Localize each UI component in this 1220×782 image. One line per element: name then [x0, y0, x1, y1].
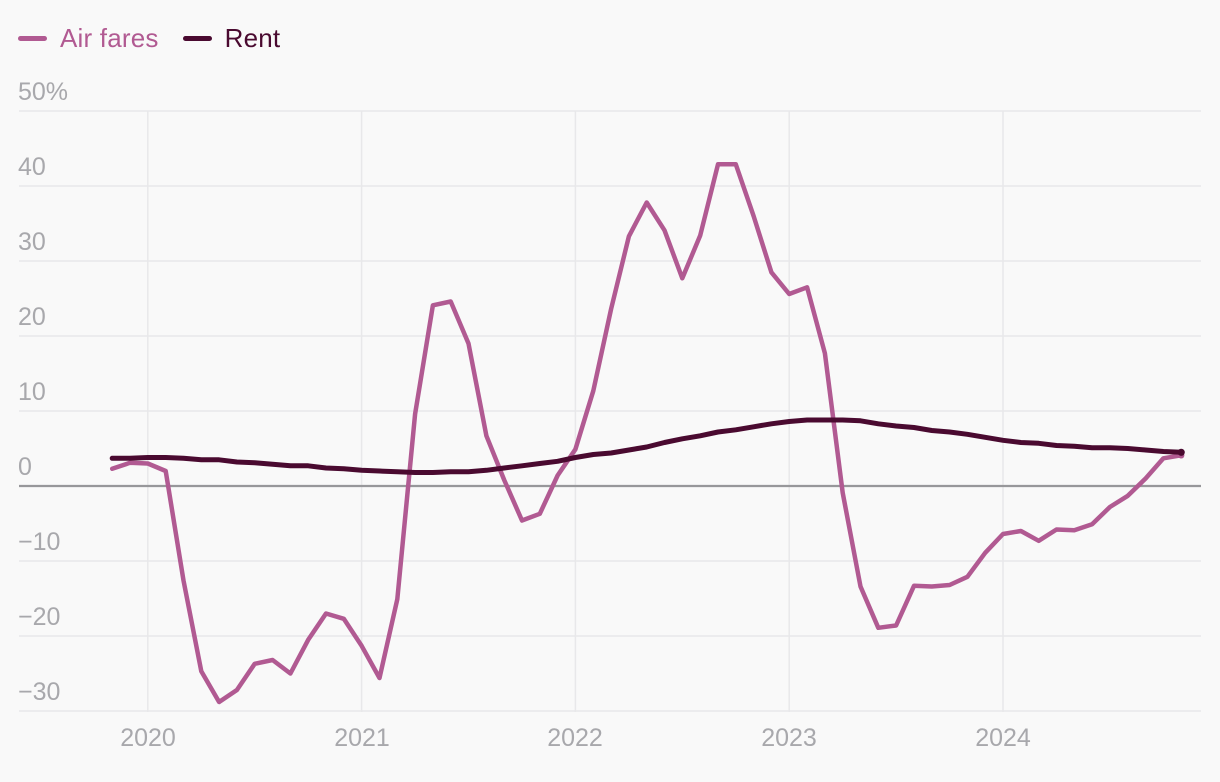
y-axis-label: 20 [18, 303, 46, 331]
y-axis-label: 10 [18, 378, 46, 406]
series-line-air-fares [109, 162, 1184, 705]
x-axis-label: 2024 [975, 724, 1031, 752]
y-axis-label: −20 [18, 603, 61, 631]
y-axis-label: 50% [18, 78, 69, 106]
x-axis-label: 2020 [120, 724, 176, 752]
y-axis-label: −10 [18, 528, 61, 556]
legend-item-air-fares: Air fares [18, 24, 159, 52]
series-endpoint-rent [1177, 448, 1185, 456]
x-axis-label: 2022 [547, 724, 603, 752]
legend-item-rent: Rent [182, 23, 281, 53]
legend-label-air-fares: Air fares [60, 23, 159, 53]
y-axis-label: 30 [18, 228, 46, 256]
y-axis-label: −30 [18, 678, 61, 706]
x-axis-label: 2021 [334, 724, 390, 752]
legend-label-rent: Rent [224, 23, 281, 53]
y-axis-label: 0 [18, 453, 32, 481]
x-axis-label: 2023 [761, 724, 817, 752]
rent-swatch-icon [182, 35, 212, 41]
series-line-rent [109, 417, 1184, 475]
y-axis-label: 40 [18, 153, 46, 181]
air-fares-swatch-icon [18, 35, 47, 41]
legend: Air fares Rent [18, 24, 280, 52]
